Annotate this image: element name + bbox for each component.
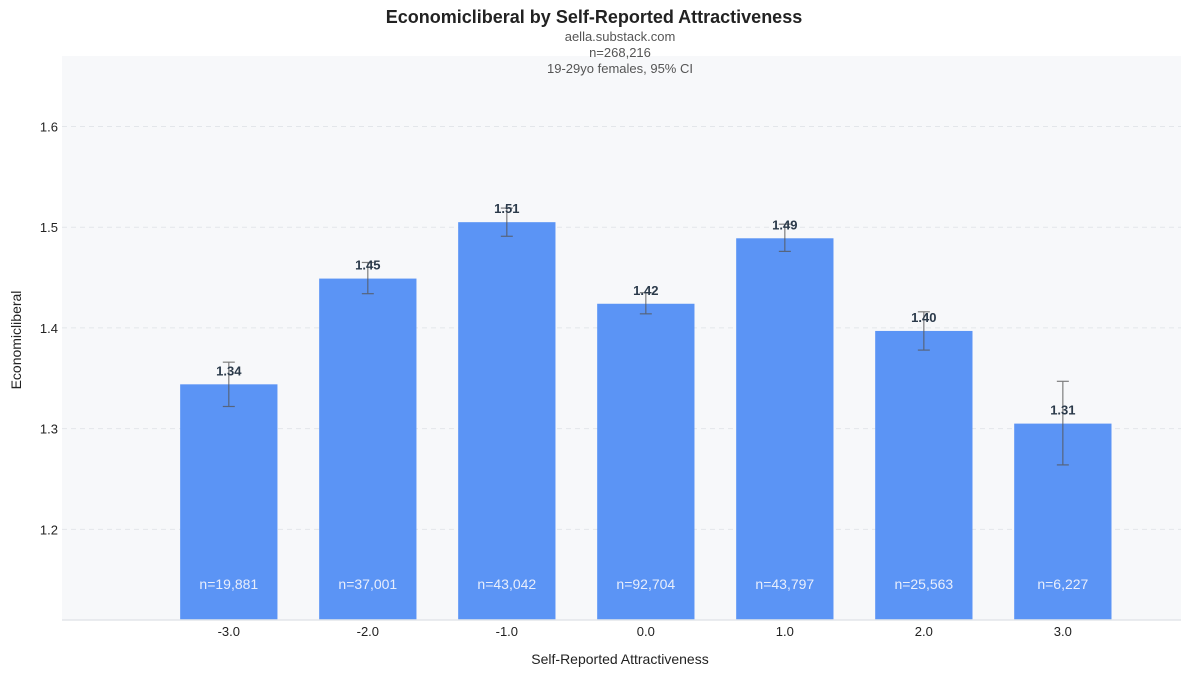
chart-title: Economicliberal by Self-Reported Attract…	[386, 7, 802, 27]
count-label: n=25,563	[894, 576, 953, 592]
chart-subtitle-filter: 19-29yo females, 95% CI	[547, 61, 693, 76]
bar	[458, 222, 556, 620]
x-tick-label: -1.0	[496, 624, 518, 639]
y-tick-label: 1.4	[40, 321, 58, 336]
x-tick-label: 3.0	[1054, 624, 1072, 639]
y-axis-label: Economicliberal	[8, 291, 24, 390]
y-axis-ticks: 1.2 1.3 1.4 1.5 1.6	[40, 120, 58, 538]
data-labels: 1.34 n=19,881 1.45 n=37,001 1.51 n=43,042 1.42…	[199, 201, 1088, 592]
bar	[736, 238, 834, 621]
value-label: 1.45	[355, 258, 380, 273]
count-label: n=6,227	[1037, 576, 1088, 592]
count-label: n=19,881	[199, 576, 258, 592]
error-bars	[222, 207, 1069, 466]
y-tick-label: 1.3	[40, 422, 58, 437]
error-bar	[361, 261, 374, 295]
x-tick-label: -2.0	[357, 624, 379, 639]
value-label: 1.31	[1050, 403, 1075, 418]
x-tick-label: -3.0	[218, 624, 240, 639]
value-label: 1.51	[494, 201, 519, 216]
y-tick-label: 1.5	[40, 220, 58, 235]
bar	[875, 330, 973, 620]
x-axis-label: Self-Reported Attractiveness	[531, 651, 708, 667]
x-tick-label: 0.0	[637, 624, 655, 639]
error-bar	[500, 207, 513, 237]
count-label: n=92,704	[616, 576, 675, 592]
count-label: n=43,042	[477, 576, 536, 592]
y-tick-label: 1.6	[40, 120, 58, 135]
x-tick-label: 2.0	[915, 624, 933, 639]
bars	[180, 222, 1112, 621]
y-tick-label: 1.2	[40, 522, 58, 537]
value-label: 1.42	[633, 283, 658, 298]
x-axis-ticks: -3.0 -2.0 -1.0 0.0 1.0 2.0 3.0	[218, 624, 1072, 639]
chart-subtitle-source: aella.substack.com	[565, 29, 676, 44]
bar	[180, 384, 278, 620]
value-label: 1.40	[911, 310, 936, 325]
count-label: n=37,001	[338, 576, 397, 592]
count-label: n=43,797	[755, 576, 814, 592]
value-label: 1.34	[216, 363, 242, 378]
chart-subtitle-total: n=268,216	[589, 45, 651, 60]
error-bar	[917, 311, 930, 351]
bar	[319, 278, 417, 620]
value-label: 1.49	[772, 217, 797, 232]
x-tick-label: 1.0	[776, 624, 794, 639]
error-bar	[1056, 380, 1069, 466]
error-bar	[778, 223, 791, 252]
error-bar	[639, 292, 652, 315]
bar	[597, 303, 695, 620]
error-bar	[222, 361, 235, 408]
